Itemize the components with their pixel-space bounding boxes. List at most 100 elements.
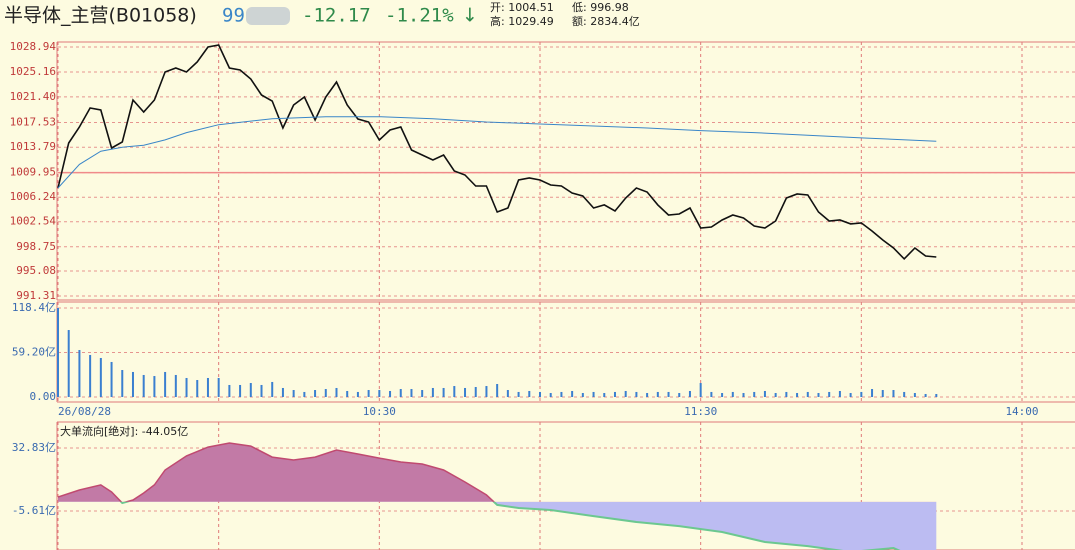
volume-bar (763, 390, 766, 397)
volume-bar (571, 390, 574, 397)
volume-bar (817, 393, 820, 397)
volume-bar (742, 393, 745, 397)
volume-bar (121, 370, 124, 397)
volume-bar (892, 390, 895, 397)
volume-bar (464, 387, 467, 397)
volume-bar (217, 377, 220, 397)
volume-bar (699, 383, 702, 397)
volume-bar (324, 389, 327, 397)
flow (58, 442, 937, 550)
y-tick-label: 1028.94 (10, 40, 57, 53)
volume-bar (335, 387, 338, 397)
volume-bar (431, 387, 434, 397)
volume-bar (613, 391, 616, 397)
volume-bar (496, 383, 499, 397)
change-pct: -1.21% (385, 5, 454, 27)
y-tick-label: 1009.95 (10, 166, 56, 179)
volume-bar (346, 390, 349, 397)
volume-bar (485, 386, 488, 397)
volume-bar (871, 389, 874, 397)
volume-bar (78, 350, 81, 397)
volume-bar (110, 361, 113, 397)
volume-bar (774, 393, 777, 397)
x-tick-label: 10:30 (363, 405, 396, 418)
volume-bar (913, 393, 916, 397)
volume-bar (785, 391, 788, 397)
y-tick-label: -5.61亿 (12, 504, 56, 517)
volume-bar (528, 390, 531, 397)
volume-bar (271, 381, 274, 397)
volume-bar (206, 377, 209, 397)
y-tick-label: 991.31 (16, 289, 56, 302)
volume-bar (667, 391, 670, 397)
volume-bar (196, 380, 199, 397)
volume-bar (410, 389, 413, 397)
volume-bar (881, 390, 884, 397)
volume-bar (688, 390, 691, 397)
volume-bar (849, 393, 852, 397)
high: 高: 1029.49 (490, 14, 554, 28)
volume-bar (539, 391, 541, 397)
volume-bar (249, 383, 252, 397)
x-tick-label: 11:30 (684, 405, 717, 418)
volume-bar (796, 393, 799, 397)
volume-bar (624, 390, 627, 397)
volume-bar (164, 371, 167, 397)
volume-bar (399, 389, 402, 397)
title: 半导体_主营(B01058) (4, 5, 197, 27)
volume-bar (131, 371, 134, 397)
volume-bar (260, 384, 263, 397)
amount: 额: 2834.4亿 (572, 15, 640, 28)
volume-bar (303, 391, 306, 397)
volume-bar (185, 377, 188, 397)
volume-bar (635, 391, 638, 397)
volume-bar (924, 393, 927, 397)
volume-bar (581, 393, 584, 397)
volume-bar (281, 387, 284, 397)
low: 低: 996.98 (572, 1, 629, 14)
volume-bar (721, 393, 724, 397)
y-tick-label: 995.08 (16, 264, 56, 277)
volume-bar (603, 393, 606, 397)
y-tick-label: 1002.54 (10, 215, 57, 228)
volume-bar (378, 390, 381, 397)
volume-bar (753, 391, 756, 397)
flow-area-negative (58, 501, 937, 550)
y-tick-label: 1021.40 (10, 90, 56, 103)
volume-bar (453, 386, 456, 397)
volume-bar (67, 330, 70, 397)
volume-bar (860, 391, 863, 397)
y-tick-label: 998.75 (16, 240, 56, 253)
volume-bar (731, 391, 734, 397)
x-tick-label: 26/08/28 (58, 405, 111, 418)
volume-bar (89, 354, 92, 397)
volume-bar (656, 391, 659, 397)
volume-bar (678, 393, 681, 397)
volume-bar (442, 387, 445, 397)
volume-bar (421, 390, 424, 397)
y-tick-label: 1017.53 (10, 116, 56, 129)
price-line (57, 44, 937, 261)
volume-bar (517, 391, 520, 397)
x-tick-label: 14:00 (1005, 405, 1038, 418)
volume-bar (367, 390, 370, 397)
flow-line-negative (119, 501, 901, 550)
volume-bar (806, 391, 809, 397)
volume-bar (57, 308, 59, 397)
volume-bar (710, 391, 713, 397)
change: -12.17 (302, 5, 371, 27)
volume-bar (356, 391, 359, 397)
volume-bar (292, 390, 295, 397)
y-tick-label: 32.83亿 (12, 441, 56, 454)
blur (246, 7, 290, 25)
y-tick-label: 0.00 (30, 390, 57, 403)
volume-bar (828, 391, 831, 397)
volume-bar (142, 374, 145, 397)
volume-bar (903, 391, 906, 397)
y-tick-label: 1013.79 (10, 140, 56, 153)
volume-bar (506, 390, 509, 397)
volume-bar (592, 391, 595, 397)
volume-bar (174, 374, 177, 397)
